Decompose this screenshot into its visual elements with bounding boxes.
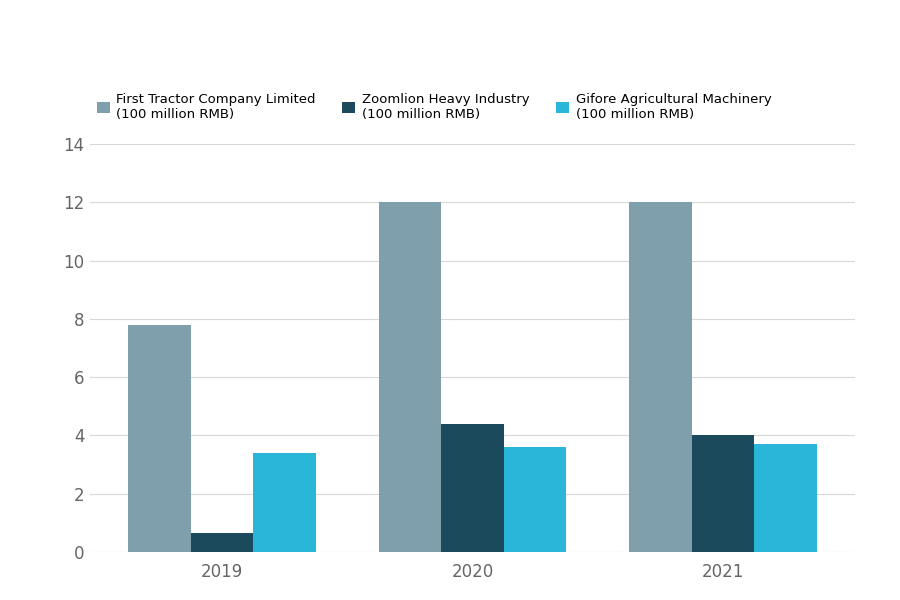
Bar (441, 424, 504, 552)
Bar (629, 202, 691, 552)
Bar (754, 444, 816, 552)
Bar (691, 436, 754, 552)
Bar (379, 202, 441, 552)
Bar (191, 533, 254, 552)
Bar (254, 453, 316, 552)
Legend: First Tractor Company Limited
(100 million RMB), Zoomlion Heavy Industry
(100 mi: First Tractor Company Limited (100 milli… (96, 93, 771, 121)
Bar (129, 325, 191, 552)
Bar (504, 447, 566, 552)
